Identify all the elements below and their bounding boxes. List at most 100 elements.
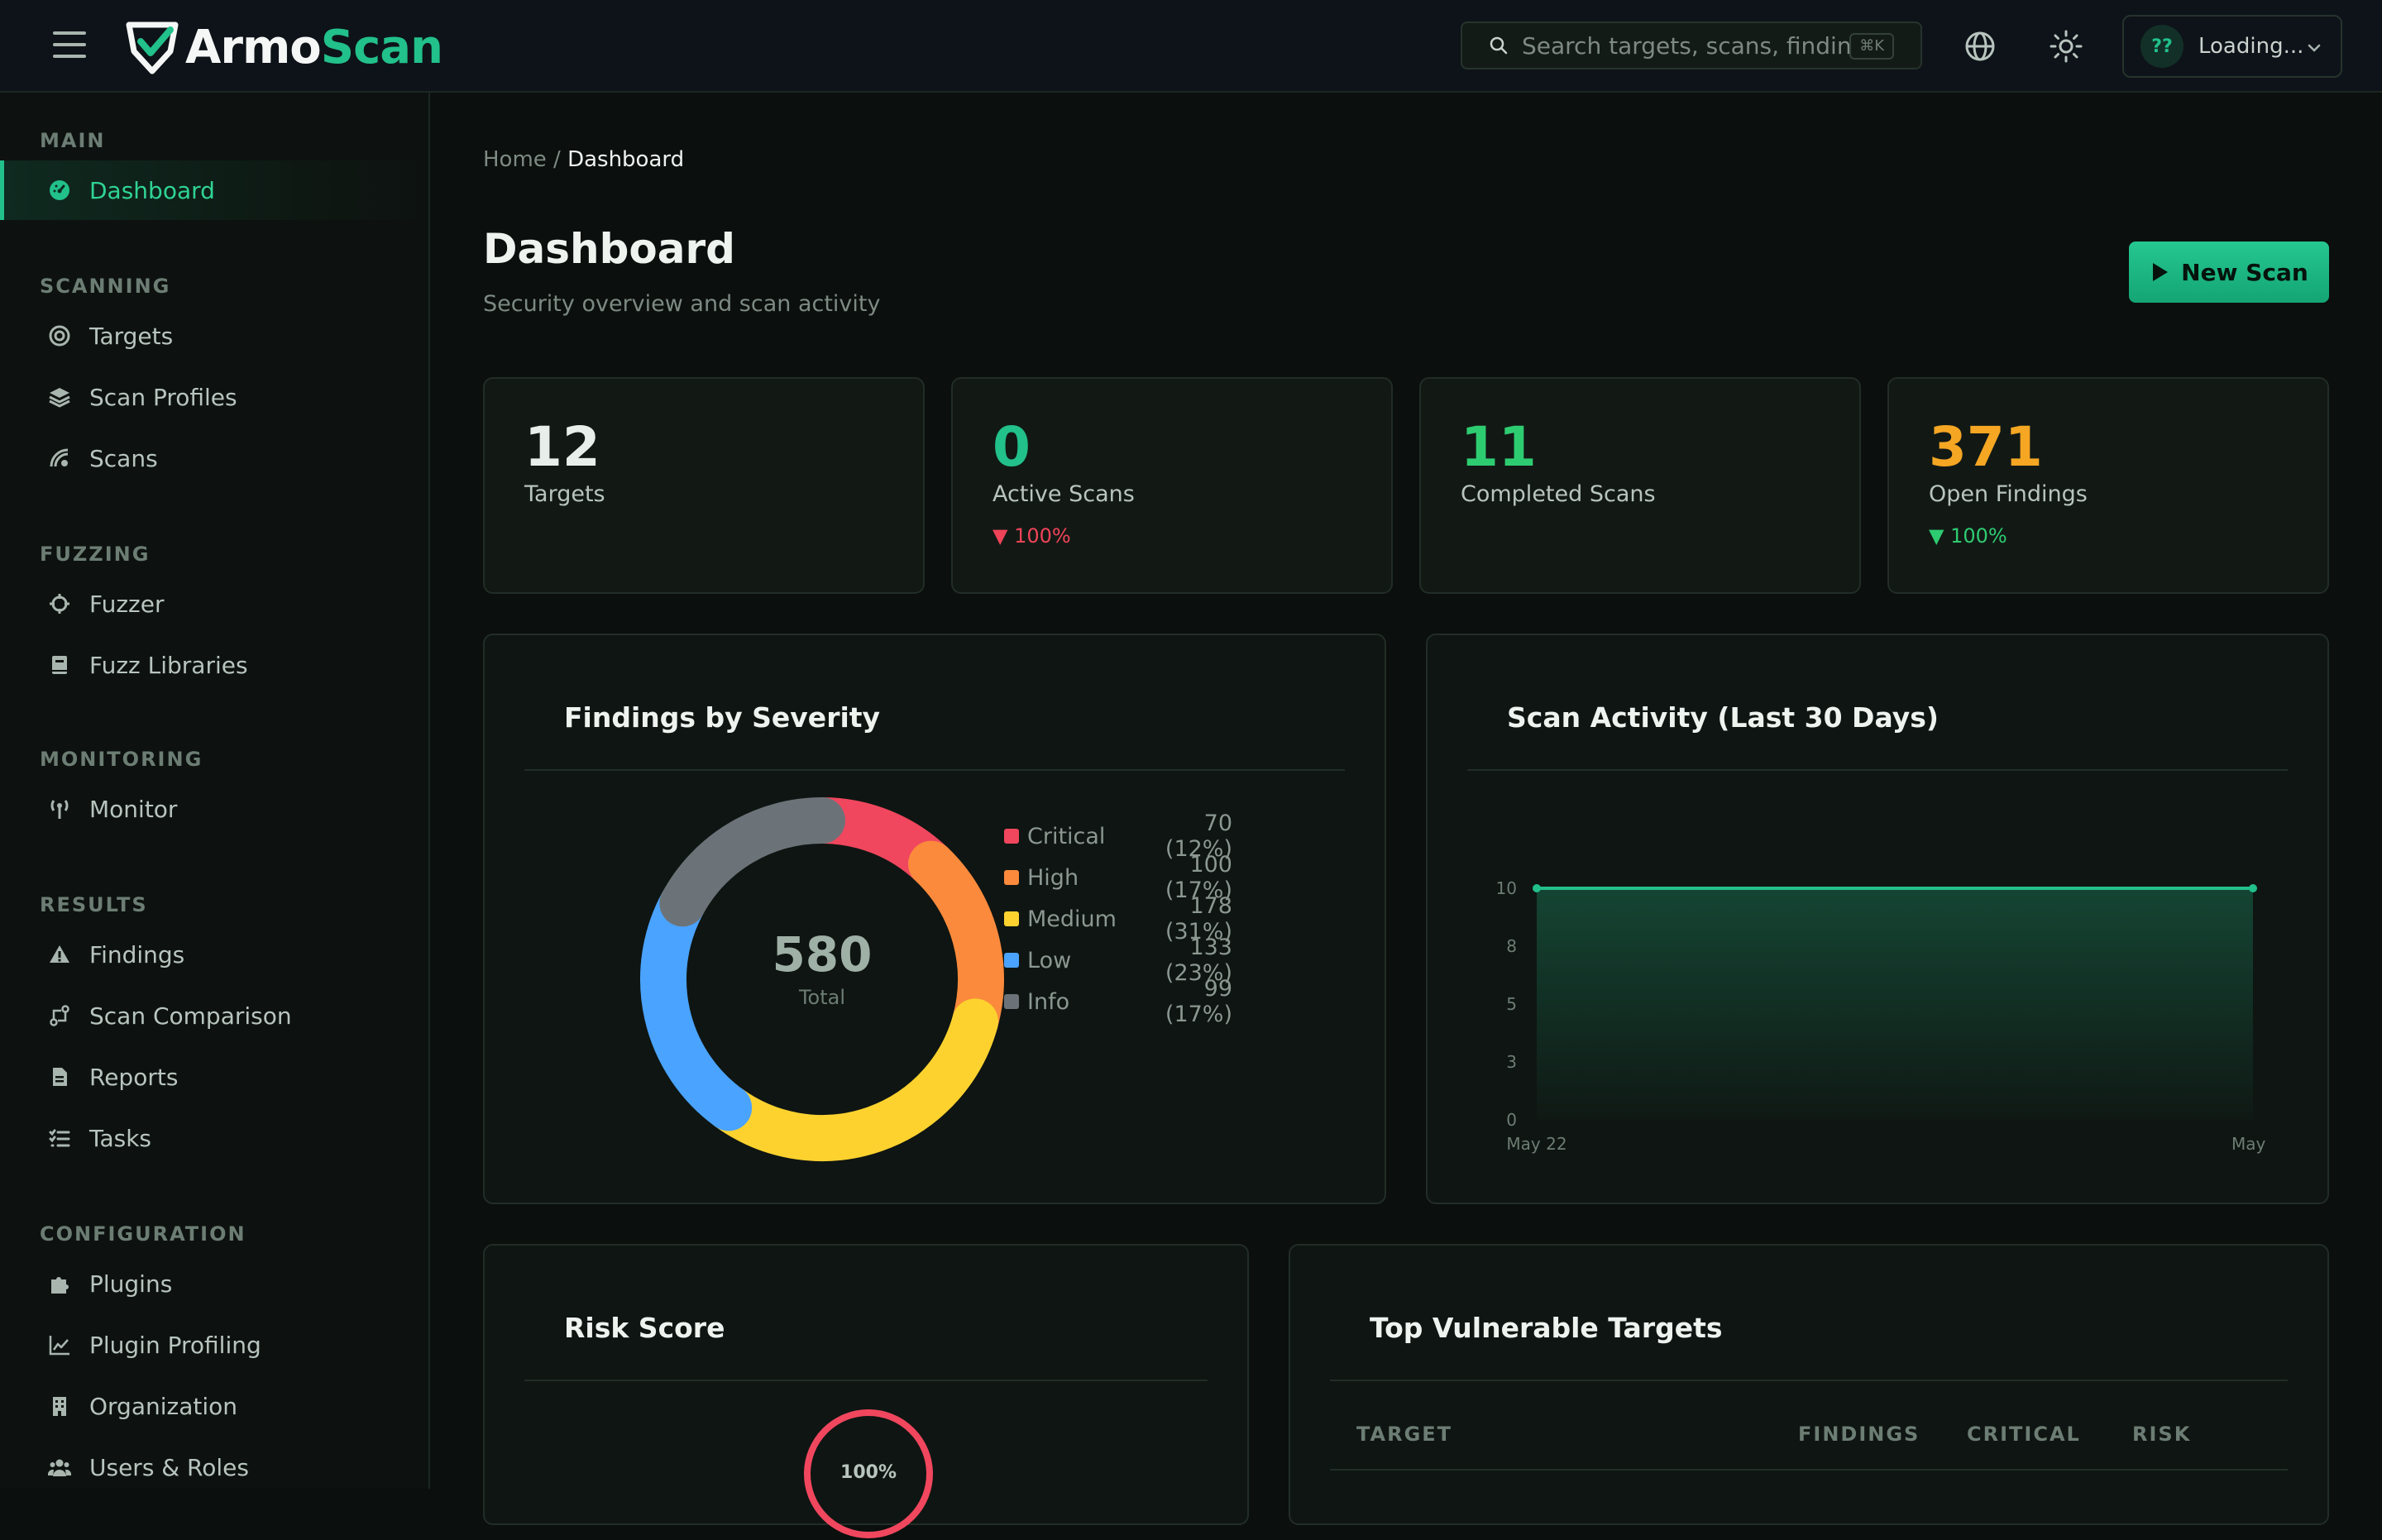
section-title-results: RESULTS [40,893,148,916]
shortcut-badge: ⌘K [1849,33,1894,60]
donut-slice-medium[interactable] [706,998,999,1161]
search-box[interactable]: ⌘K [1461,22,1922,69]
sidebar-item-label: Plugins [89,1270,173,1298]
globe-icon[interactable] [1962,28,1998,65]
sidebar-item-scans[interactable]: Scans [0,428,428,488]
file-icon [53,1068,67,1086]
scan-activity-card: Scan Activity (Last 30 Days) 10 8 5 3 0 May 2… [1426,634,2329,1204]
sidebar-item-plugin-profiling[interactable]: Plugin Profiling [0,1315,428,1375]
sidebar-item-targets[interactable]: Targets [0,306,428,366]
stat-card-active-scans[interactable]: 0 Active Scans ▼ 100% [951,377,1393,594]
building-icon [53,1397,66,1416]
card-title: Risk Score [564,1312,725,1344]
search-icon [1490,36,1508,55]
column-header-target[interactable]: TARGET [1356,1423,1453,1446]
sidebar-item-label: Monitor [89,795,178,823]
sidebar-item-label: Findings [89,940,185,968]
legend-swatch [1004,911,1019,926]
section-title-scanning: SCANNING [40,275,171,298]
donut-total: 580 [772,926,873,983]
legend-swatch [1004,953,1019,968]
sidebar-item-organization[interactable]: Organization [0,1376,428,1436]
sidebar-item-scan-comparison[interactable]: Scan Comparison [0,986,428,1045]
breadcrumb-home[interactable]: Home [483,147,547,172]
gauge-icon [50,180,69,200]
stat-label: Completed Scans [1461,481,1656,507]
y-tick-label: 8 [1506,936,1517,956]
radar-icon [50,448,69,467]
legend-item-low[interactable]: Low 133 (23%) [1004,935,1232,986]
legend-item-medium[interactable]: Medium 178 (31%) [1004,893,1232,945]
sidebar-item-label: Organization [89,1392,238,1420]
donut-total-label: Total [798,986,846,1009]
x-tick-label: May [2231,1134,2266,1154]
shield-logo-icon [126,22,179,74]
legend-swatch [1004,829,1019,844]
sun-icon[interactable] [2048,28,2084,65]
sidebar-item-fuzzer[interactable]: Fuzzer [0,574,428,634]
stat-label: Targets [524,481,605,507]
column-header-critical[interactable]: CRITICAL [1967,1423,2081,1446]
sidebar-item-monitor[interactable]: Monitor [0,779,428,839]
divider [524,769,1345,771]
checklist-icon [49,1129,70,1147]
stat-value: 12 [524,415,600,479]
stat-trend: ▼ 100% [992,524,1071,548]
stat-card-completed-scans[interactable]: 11 Completed Scans [1419,377,1861,594]
stat-value: 0 [992,415,1031,479]
legend-item-high[interactable]: High 100 (17%) [1004,852,1232,903]
legend-item-info[interactable]: Info 99 (17%) [1004,976,1232,1027]
column-header-risk[interactable]: RISK [2132,1423,2192,1446]
donut-slice-info[interactable] [659,797,845,927]
y-tick-label: 10 [1496,878,1517,898]
sidebar-item-label: Scan Profiles [89,383,237,411]
severity-donut-chart [640,797,1004,1161]
sidebar-item-findings[interactable]: Findings [0,925,428,984]
stat-value: 371 [1929,415,2043,479]
sidebar-item-dashboard[interactable]: Dashboard [0,160,428,220]
card-title: Scan Activity (Last 30 Days) [1507,701,1939,734]
line-chart-icon [49,1336,69,1356]
menu-icon[interactable] [53,31,86,61]
breadcrumb-current: Dashboard [567,147,685,172]
legend-value: 133 (23%) [1165,935,1232,986]
sidebar-item-tasks[interactable]: Tasks [0,1108,428,1168]
warning-icon [50,945,69,963]
sidebar-item-reports[interactable]: Reports [0,1047,428,1107]
top-bar: ArmoScan ⌘K ?? Loading... [0,0,2382,93]
legend-value: 70 (12%) [1165,811,1232,862]
donut-slice-low[interactable] [640,880,753,1131]
avatar: ?? [2140,25,2184,68]
compare-icon [50,1005,69,1026]
card-title: Findings by Severity [564,701,881,734]
section-title-configuration: CONFIGURATION [40,1222,246,1246]
user-menu-button[interactable]: ?? Loading... [2122,15,2342,78]
sidebar-item-users-roles[interactable]: Users & Roles [0,1437,428,1497]
top-vulnerable-targets-card: Top Vulnerable Targets [1289,1244,2329,1525]
table-header-divider [1330,1469,2288,1471]
activity-point[interactable] [2249,884,2257,892]
legend-swatch [1004,870,1019,885]
app-logo[interactable]: ArmoScan [124,18,443,76]
sidebar-item-plugins[interactable]: Plugins [0,1254,428,1313]
column-header-findings[interactable]: FINDINGS [1798,1423,1920,1446]
sidebar-item-label: Reports [89,1063,179,1091]
legend-label: Critical [1027,823,1106,849]
divider [1467,769,2288,771]
sidebar-item-scan-profiles[interactable]: Scan Profiles [0,367,428,427]
stat-card-open-findings[interactable]: 371 Open Findings ▼ 100% [1887,377,2329,594]
search-input[interactable] [1522,31,1853,60]
new-scan-button[interactable]: New Scan [2129,242,2329,303]
crosshair-icon [50,594,69,614]
y-tick-label: 5 [1506,994,1517,1014]
puzzle-icon [51,1277,69,1294]
stat-card-targets[interactable]: 12 Targets [483,377,925,594]
book-icon [52,656,67,674]
legend-value: 100 (17%) [1165,852,1232,903]
user-name: Loading... [2198,34,2304,59]
activity-point[interactable] [1533,884,1541,892]
sidebar-item-label: Scans [89,444,158,472]
legend-item-critical[interactable]: Critical 70 (12%) [1004,811,1232,862]
sidebar-item-fuzz-libraries[interactable]: Fuzz Libraries [0,635,428,695]
legend-swatch [1004,994,1019,1009]
